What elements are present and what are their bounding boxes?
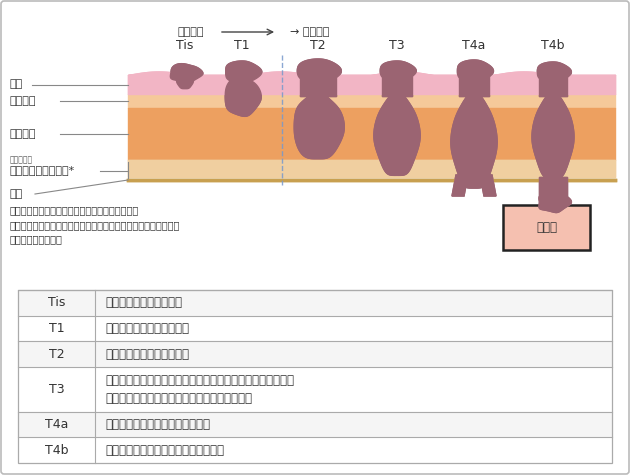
Text: がんが固有筋層を越えているが漿膜下層（漿膜がある部位）
または外膜（漿膜がない部位）までにとどまる: がんが固有筋層を越えているが漿膜下層（漿膜がある部位） または外膜（漿膜がない部… (105, 374, 294, 405)
Text: T2: T2 (49, 348, 64, 361)
Polygon shape (539, 177, 567, 200)
FancyBboxPatch shape (503, 205, 590, 250)
Polygon shape (537, 62, 571, 82)
Text: T4b: T4b (541, 39, 564, 52)
Polygon shape (226, 76, 261, 116)
Text: 早期がん: 早期がん (177, 27, 203, 37)
Text: がんが固有筋層にとどまる: がんが固有筋層にとどまる (105, 348, 189, 361)
Polygon shape (374, 92, 420, 175)
Text: 粘膜下層: 粘膜下層 (10, 96, 37, 106)
Polygon shape (539, 191, 571, 212)
Bar (18, 290, 612, 463)
Text: がんが粘膜内にとどまる: がんが粘膜内にとどまる (105, 296, 182, 309)
Polygon shape (170, 64, 203, 82)
Text: がんが大腸周囲の他臓器にまで達する: がんが大腸周囲の他臓器にまで達する (105, 444, 224, 456)
Polygon shape (480, 175, 496, 196)
Polygon shape (374, 92, 420, 175)
Polygon shape (451, 92, 497, 188)
Text: T4a: T4a (462, 39, 486, 52)
Polygon shape (457, 60, 493, 82)
Text: Tis: Tis (48, 296, 65, 309)
Text: 他臓器: 他臓器 (536, 221, 557, 234)
Polygon shape (297, 59, 341, 83)
Text: がんが粘膜下層にとどまる: がんが粘膜下層にとどまる (105, 322, 189, 335)
Polygon shape (537, 62, 571, 82)
Polygon shape (539, 191, 571, 212)
Polygon shape (297, 59, 341, 83)
Text: T4b: T4b (45, 444, 68, 456)
Text: がんが漿膜を越えた深さに達する: がんが漿膜を越えた深さに達する (105, 418, 210, 431)
Polygon shape (532, 92, 574, 178)
Text: T4a: T4a (45, 418, 68, 431)
Polygon shape (457, 60, 493, 82)
Polygon shape (452, 175, 468, 196)
Text: T1: T1 (234, 39, 250, 52)
Polygon shape (226, 76, 261, 116)
Text: しょうまく: しょうまく (10, 155, 33, 164)
Text: 漿膜: 漿膜 (10, 189, 23, 199)
Polygon shape (532, 92, 574, 178)
Polygon shape (294, 93, 344, 159)
Text: 漿膜下層または外膜*: 漿膜下層または外膜* (10, 165, 75, 175)
Polygon shape (294, 93, 344, 159)
Polygon shape (452, 175, 468, 196)
Text: T3: T3 (389, 39, 405, 52)
Polygon shape (226, 61, 262, 83)
Text: Tis: Tis (176, 39, 193, 52)
Polygon shape (480, 175, 496, 196)
Polygon shape (451, 92, 497, 188)
Text: T2: T2 (310, 39, 326, 52)
Text: 固有筋層: 固有筋層 (10, 129, 37, 139)
Polygon shape (381, 61, 416, 81)
Text: T1: T1 (49, 322, 64, 335)
Text: ＊漿膜が存在する部位は、漿膜下層と呼びます。
　上行結腸・下行結腸の後ろ側や下部直腸では漿膜がないため、
　外膜と呼びます。: ＊漿膜が存在する部位は、漿膜下層と呼びます。 上行結腸・下行結腸の後ろ側や下部直… (10, 205, 180, 245)
Polygon shape (226, 61, 262, 83)
Text: 粘膜: 粘膜 (10, 79, 23, 89)
Polygon shape (170, 64, 203, 82)
Polygon shape (539, 177, 567, 200)
Text: T3: T3 (49, 383, 64, 396)
Polygon shape (176, 73, 193, 89)
Polygon shape (381, 61, 416, 81)
Polygon shape (176, 73, 193, 89)
Text: → 進行がん: → 進行がん (290, 27, 329, 37)
